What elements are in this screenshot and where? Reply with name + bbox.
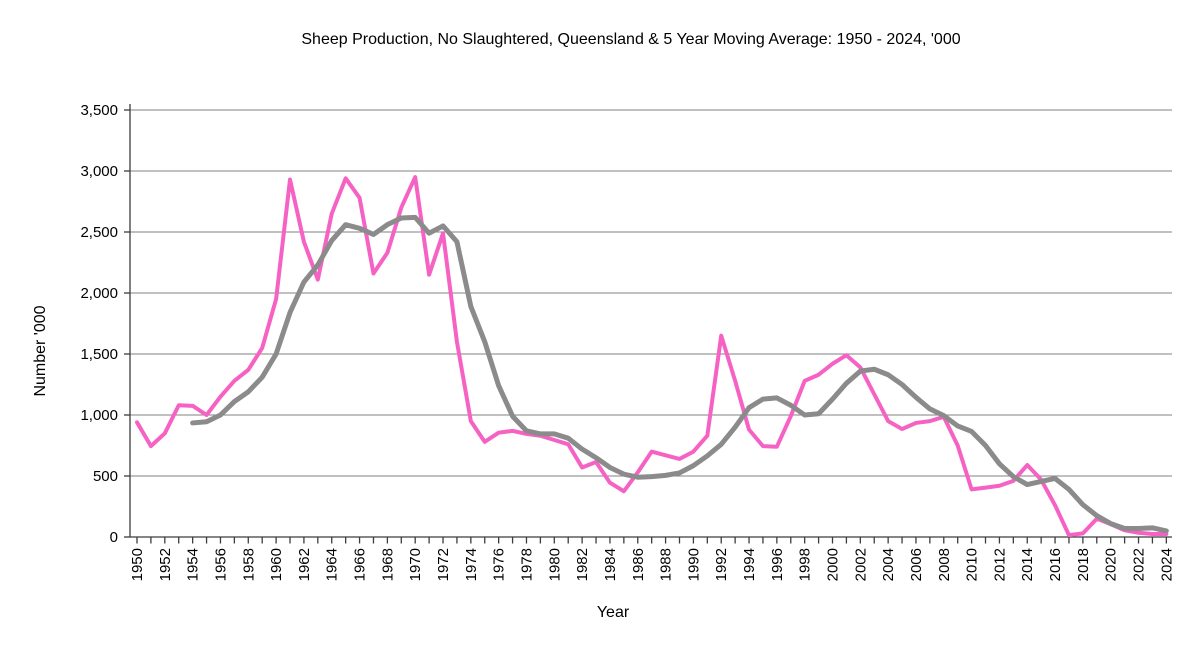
- x-tick-label: 2010: [964, 548, 981, 581]
- y-tick-label: 3,500: [80, 102, 118, 119]
- x-tick-label: 1992: [713, 548, 730, 581]
- x-tick-label: 1976: [491, 548, 508, 581]
- y-tick-label: 2,500: [80, 224, 118, 241]
- x-tick-label: 2004: [880, 548, 897, 581]
- x-tick-label: 1996: [769, 548, 786, 581]
- x-tick-label: 1988: [658, 548, 675, 581]
- x-tick-label: 1956: [212, 548, 229, 581]
- y-tick-label: 0: [110, 529, 118, 546]
- y-tick-label: 1,000: [80, 407, 118, 424]
- x-tick-label: 1968: [379, 548, 396, 581]
- x-tick-label: 2014: [1019, 548, 1036, 581]
- x-tick-label: 1998: [797, 548, 814, 581]
- x-tick-label: 1970: [407, 548, 424, 581]
- x-tick-label: 1954: [185, 548, 202, 581]
- x-tick-label: 1972: [435, 548, 452, 581]
- x-tick-label: 2016: [1047, 548, 1064, 581]
- x-tick-label: 1978: [518, 548, 535, 581]
- x-tick-label: 1952: [157, 548, 174, 581]
- y-tick-label: 2,000: [80, 285, 118, 302]
- x-tick-label: 1950: [129, 548, 146, 581]
- x-tick-label: 1966: [352, 548, 369, 581]
- x-tick-label: 2000: [825, 548, 842, 581]
- moving-average-line: [190, 214, 1169, 534]
- x-tick-label: 1984: [602, 548, 619, 581]
- y-tick-label: 1,500: [80, 346, 118, 363]
- x-tick-label: 1986: [630, 548, 647, 581]
- x-tick-label: 2002: [852, 548, 869, 581]
- x-axis-title: Year: [596, 604, 630, 621]
- x-tick-label: 2008: [936, 548, 953, 581]
- x-tick-label: 1964: [324, 548, 341, 581]
- x-tick-label: 2022: [1131, 548, 1148, 581]
- y-tick-label: 500: [93, 468, 118, 485]
- x-tick-label: 1994: [741, 548, 758, 581]
- x-tick-label: 1974: [463, 548, 480, 581]
- annual-series-line: [135, 175, 1169, 538]
- y-tick-label: 3,000: [80, 163, 118, 180]
- x-tick-label: 1990: [685, 548, 702, 581]
- x-tick-label: 1982: [574, 548, 591, 581]
- x-tick-label: 2018: [1075, 548, 1092, 581]
- x-tick-label: 2024: [1158, 548, 1175, 581]
- y-axis-title: Number '000: [32, 305, 49, 397]
- x-tick-label: 1962: [296, 548, 313, 581]
- chart-title: Sheep Production, No Slaughtered, Queens…: [301, 31, 961, 48]
- x-tick-label: 2012: [991, 548, 1008, 581]
- x-tick-label: 2006: [908, 548, 925, 581]
- x-tick-label: 1958: [240, 548, 257, 581]
- x-tick-label: 1980: [546, 548, 563, 581]
- x-tick-label: 2020: [1103, 548, 1120, 581]
- x-tick-label: 1960: [268, 548, 285, 581]
